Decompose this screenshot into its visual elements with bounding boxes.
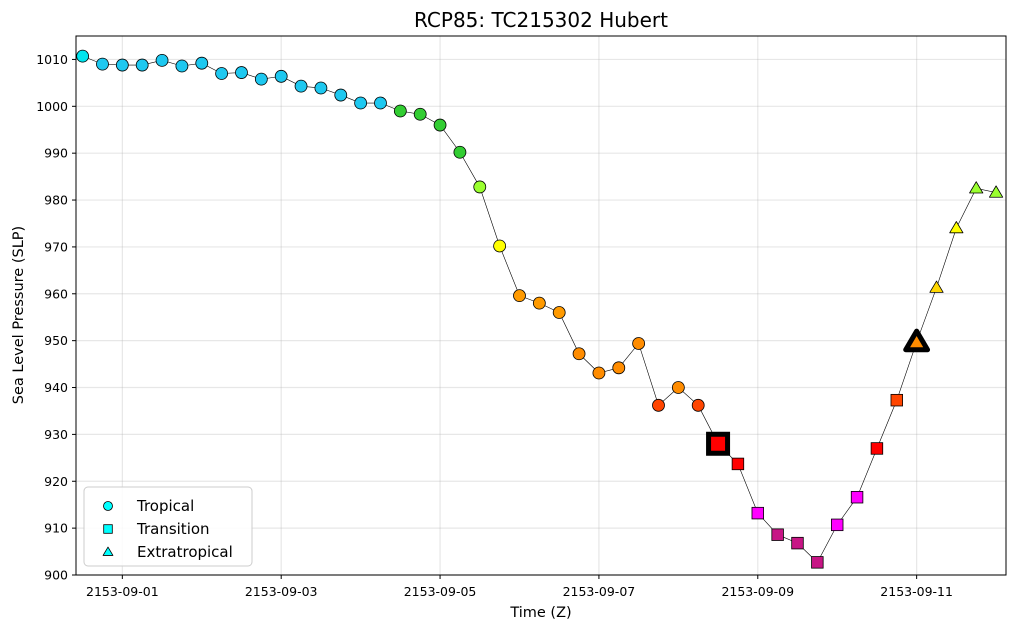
tropical-point (155, 53, 169, 67)
tropical-point (314, 81, 328, 95)
y-tick-label: 1000 (36, 99, 68, 114)
legend-triangle-icon (102, 546, 114, 556)
tropical-point (235, 66, 248, 79)
y-tick-label: 960 (44, 286, 68, 301)
tropical-point (473, 180, 487, 194)
y-tick-label: 990 (44, 146, 68, 161)
transition-point-highlighted (706, 431, 731, 456)
x-tick-label: 2153-09-01 (86, 584, 159, 599)
y-axis-ticks: 900 910 920 930 940 950 960 970 980 990 1000 1010 (36, 52, 76, 583)
tropical-point (175, 59, 189, 73)
chart-title: RCP85: TC215302 Hubert (414, 8, 668, 32)
grid-lines (76, 36, 1006, 576)
tropical-point (513, 289, 526, 303)
tropical-point (96, 57, 109, 71)
tropical-point (592, 366, 606, 380)
transition-point (831, 518, 844, 532)
legend-label-extratropical: Extratropical (137, 543, 233, 561)
tropical-point (532, 296, 546, 310)
y-tick-label: 970 (44, 239, 68, 254)
tropical-point (493, 239, 507, 253)
extratropical-point (949, 221, 964, 234)
plot-frame (75, 35, 1007, 576)
tropical-point (115, 58, 129, 72)
legend-label-transition: Transition (136, 520, 210, 538)
tropical-point (413, 107, 427, 121)
y-tick-label: 940 (44, 380, 68, 395)
x-axis-ticks: 2153-09-01 2153-09-03 2153-09-05 2153-09-07… (86, 575, 953, 599)
x-tick-label: 2153-09-03 (245, 584, 318, 599)
tropical-point (334, 88, 348, 102)
transition-point (850, 490, 864, 504)
extratropical-point (969, 181, 984, 194)
transition-point (791, 536, 804, 550)
y-tick-label: 930 (44, 427, 68, 442)
y-tick-label: 980 (44, 193, 68, 208)
legend-box (83, 486, 253, 567)
tropical-point (652, 398, 665, 412)
tropical-point (393, 104, 407, 118)
y-tick-label: 920 (44, 474, 68, 489)
x-tick-label: 2153-09-07 (563, 584, 636, 599)
legend: Tropical Transition Extratropical (83, 486, 253, 567)
tropical-point (76, 49, 90, 63)
tropical-point (552, 306, 566, 319)
y-tick-label: 1010 (36, 52, 68, 67)
legend-circle-icon (103, 501, 113, 511)
data-markers (76, 49, 1004, 569)
x-axis-label: Time (Z) (509, 605, 571, 621)
transition-point (771, 528, 784, 541)
tropical-point (691, 398, 705, 412)
tropical-point (195, 56, 209, 70)
extratropical-point-highlighted (903, 328, 931, 353)
tropical-point (453, 145, 467, 159)
x-tick-label: 2153-09-11 (880, 584, 953, 599)
y-axis-label: Sea Level Pressure (SLP) (11, 226, 27, 404)
y-tick-label: 900 (44, 568, 68, 583)
transition-point (731, 457, 745, 471)
legend-label-tropical: Tropical (136, 497, 194, 515)
y-tick-label: 910 (44, 521, 68, 536)
tropical-point (632, 337, 646, 350)
tropical-point (135, 58, 149, 72)
tropical-point (433, 118, 447, 132)
tropical-point (294, 79, 308, 93)
x-tick-label: 2153-09-05 (404, 584, 477, 599)
transition-point (890, 393, 903, 407)
extratropical-point (929, 280, 944, 293)
tropical-point (254, 72, 268, 86)
x-tick-label: 2153-09-09 (721, 584, 794, 599)
tropical-point (274, 69, 288, 83)
tropical-point (374, 96, 387, 110)
transition-point (811, 556, 824, 569)
tropical-point (612, 361, 626, 375)
legend-square-icon (103, 524, 113, 534)
extratropical-point (989, 185, 1004, 198)
tropical-point (354, 96, 368, 110)
tropical-point (572, 347, 586, 361)
tropical-point (671, 381, 685, 394)
tropical-point (215, 67, 229, 80)
transition-point (870, 442, 884, 455)
y-tick-label: 950 (44, 333, 68, 348)
transition-point (751, 506, 764, 520)
